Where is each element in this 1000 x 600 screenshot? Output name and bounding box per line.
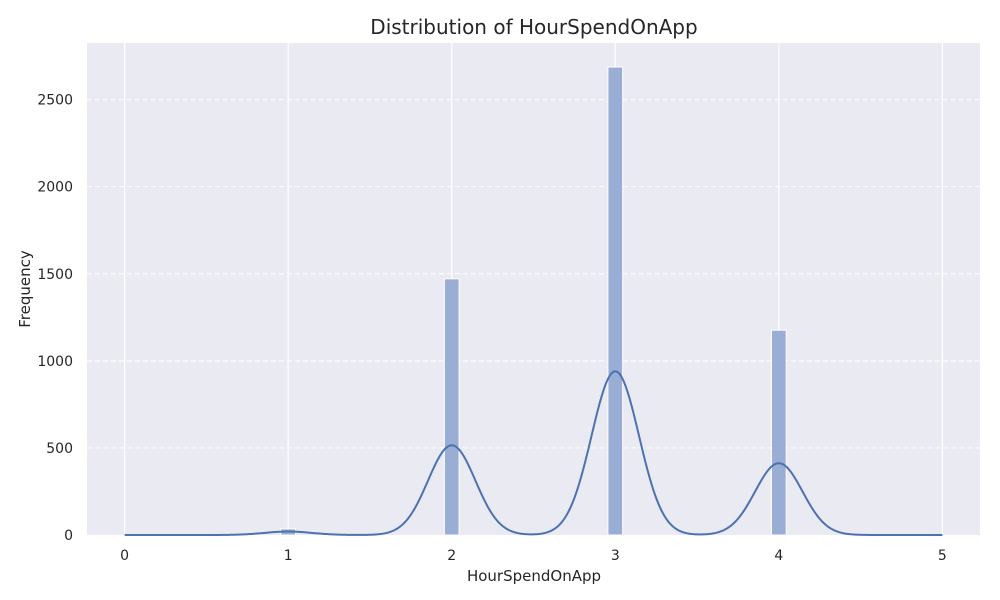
grid-lines [87,43,980,535]
x-axis-ticks: 0 1 2 3 4 5 [120,548,947,564]
y-tick-label: 1500 [37,267,73,283]
plot-background [87,43,980,535]
histogram-bar [770,329,787,536]
y-tick-label: 2500 [37,93,73,109]
y-tick-label: 500 [46,441,73,457]
x-tick-label: 0 [120,548,129,564]
histogram-bar [607,66,624,536]
y-tick-label: 1000 [37,354,73,370]
x-axis-label: HourSpendOnApp [467,567,601,585]
x-tick-label: 2 [447,548,456,564]
histogram-bars [280,66,787,536]
y-axis-ticks: 0 500 1000 1500 2000 2500 [37,93,73,544]
y-tick-label: 0 [64,528,73,544]
y-axis-label: Frequency [16,250,34,328]
x-tick-label: 5 [938,548,947,564]
x-tick-label: 4 [774,548,783,564]
chart-title: Distribution of HourSpendOnApp [370,15,697,39]
x-tick-label: 1 [284,548,293,564]
x-tick-label: 3 [611,548,620,564]
kde-curve [124,370,943,536]
histogram-bar [443,278,460,536]
y-tick-label: 2000 [37,180,73,196]
